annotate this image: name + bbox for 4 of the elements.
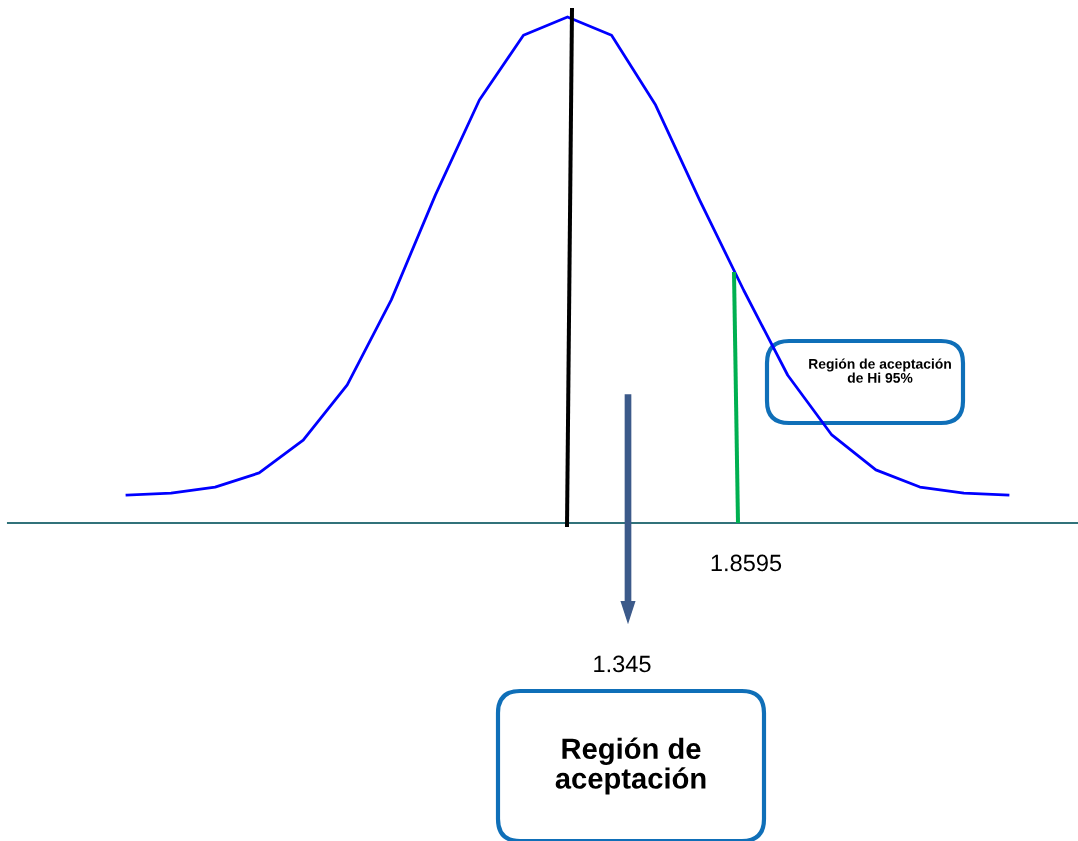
annotation: Región de aceptación de Hi 95%	[809, 358, 951, 383]
text: Región de aceptación	[555, 737, 706, 795]
text: 1.8595	[711, 554, 782, 572]
text: 1.345	[594, 655, 651, 673]
